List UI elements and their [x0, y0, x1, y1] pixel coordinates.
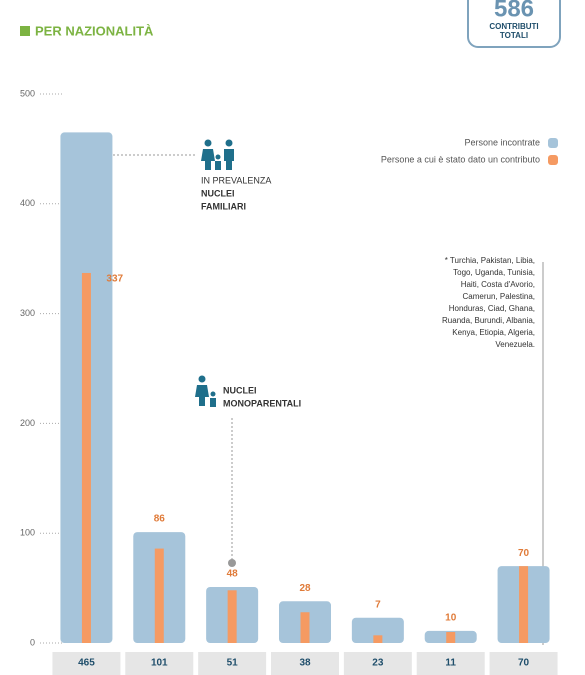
footnote: Kenya, Etiopia, Algeria, — [452, 328, 535, 337]
annotation: NUCLEI — [223, 385, 257, 395]
annotation: NUCLEI — [201, 188, 235, 198]
chart-title: PER NAZIONALITÀ — [35, 23, 154, 38]
legend-swatch — [548, 155, 558, 165]
value-label: 337 — [106, 274, 123, 285]
total-label: CONTRIBUTI — [489, 22, 538, 31]
value-label: 7 — [375, 599, 381, 610]
leader-dot — [228, 559, 236, 567]
value-label: 101 — [151, 658, 168, 669]
legend-swatch — [548, 138, 558, 148]
annotation: MONOPARENTALI — [223, 398, 301, 408]
bar — [154, 548, 164, 643]
category-box — [52, 652, 121, 675]
category-box — [489, 652, 558, 675]
bar — [446, 632, 456, 643]
total-value: 586 — [494, 0, 534, 22]
bar — [373, 635, 383, 643]
annotation: IN PREVALENZA — [201, 175, 271, 185]
footnote: Camerun, Palestina, — [463, 292, 535, 301]
single-parent-icon — [195, 375, 216, 407]
footnote: Togo, Uganda, Tunisia, — [453, 268, 535, 277]
value-label: 48 — [227, 569, 239, 580]
annotation: FAMILIARI — [201, 201, 246, 211]
bar — [227, 590, 237, 643]
category-box — [198, 652, 267, 675]
title-marker — [20, 26, 30, 36]
category-box — [125, 652, 194, 675]
bar — [519, 566, 529, 643]
bar — [300, 612, 310, 643]
y-tick-label: 100 — [20, 528, 35, 538]
y-tick-label: 400 — [20, 198, 35, 208]
legend-label: Persone a cui è stato dato un contributo — [381, 154, 540, 164]
footnote: Honduras, Ciad, Ghana, — [449, 304, 535, 313]
y-tick-label: 0 — [30, 637, 35, 647]
value-label: 465 — [78, 658, 95, 669]
value-label: 86 — [154, 514, 166, 525]
y-tick-label: 500 — [20, 88, 35, 98]
value-label: 51 — [227, 658, 239, 669]
total-badge — [467, 0, 561, 48]
y-tick-label: 300 — [20, 308, 35, 318]
footnote: Venezuela. — [495, 340, 535, 349]
value-label: 70 — [518, 548, 530, 559]
family-icon — [201, 139, 234, 170]
footnote: * Turchia, Pakistan, Libia, — [445, 256, 535, 265]
value-label: 11 — [445, 658, 456, 669]
category-box — [271, 652, 339, 675]
value-label: 28 — [299, 583, 311, 594]
legend-label: Persone incontrate — [464, 137, 540, 147]
value-label: 70 — [518, 658, 530, 669]
value-label: 10 — [445, 613, 457, 624]
value-label: 38 — [299, 658, 311, 669]
bar — [81, 272, 91, 643]
footnote: Ruanda, Burundi, Albania, — [442, 316, 535, 325]
bar — [351, 617, 404, 643]
category-box — [416, 652, 485, 675]
footnote: Haiti, Costa d'Avorio, — [461, 280, 535, 289]
category-box — [343, 652, 412, 675]
total-label: TOTALI — [500, 31, 528, 40]
value-label: 23 — [372, 658, 384, 669]
y-tick-label: 200 — [20, 418, 35, 428]
